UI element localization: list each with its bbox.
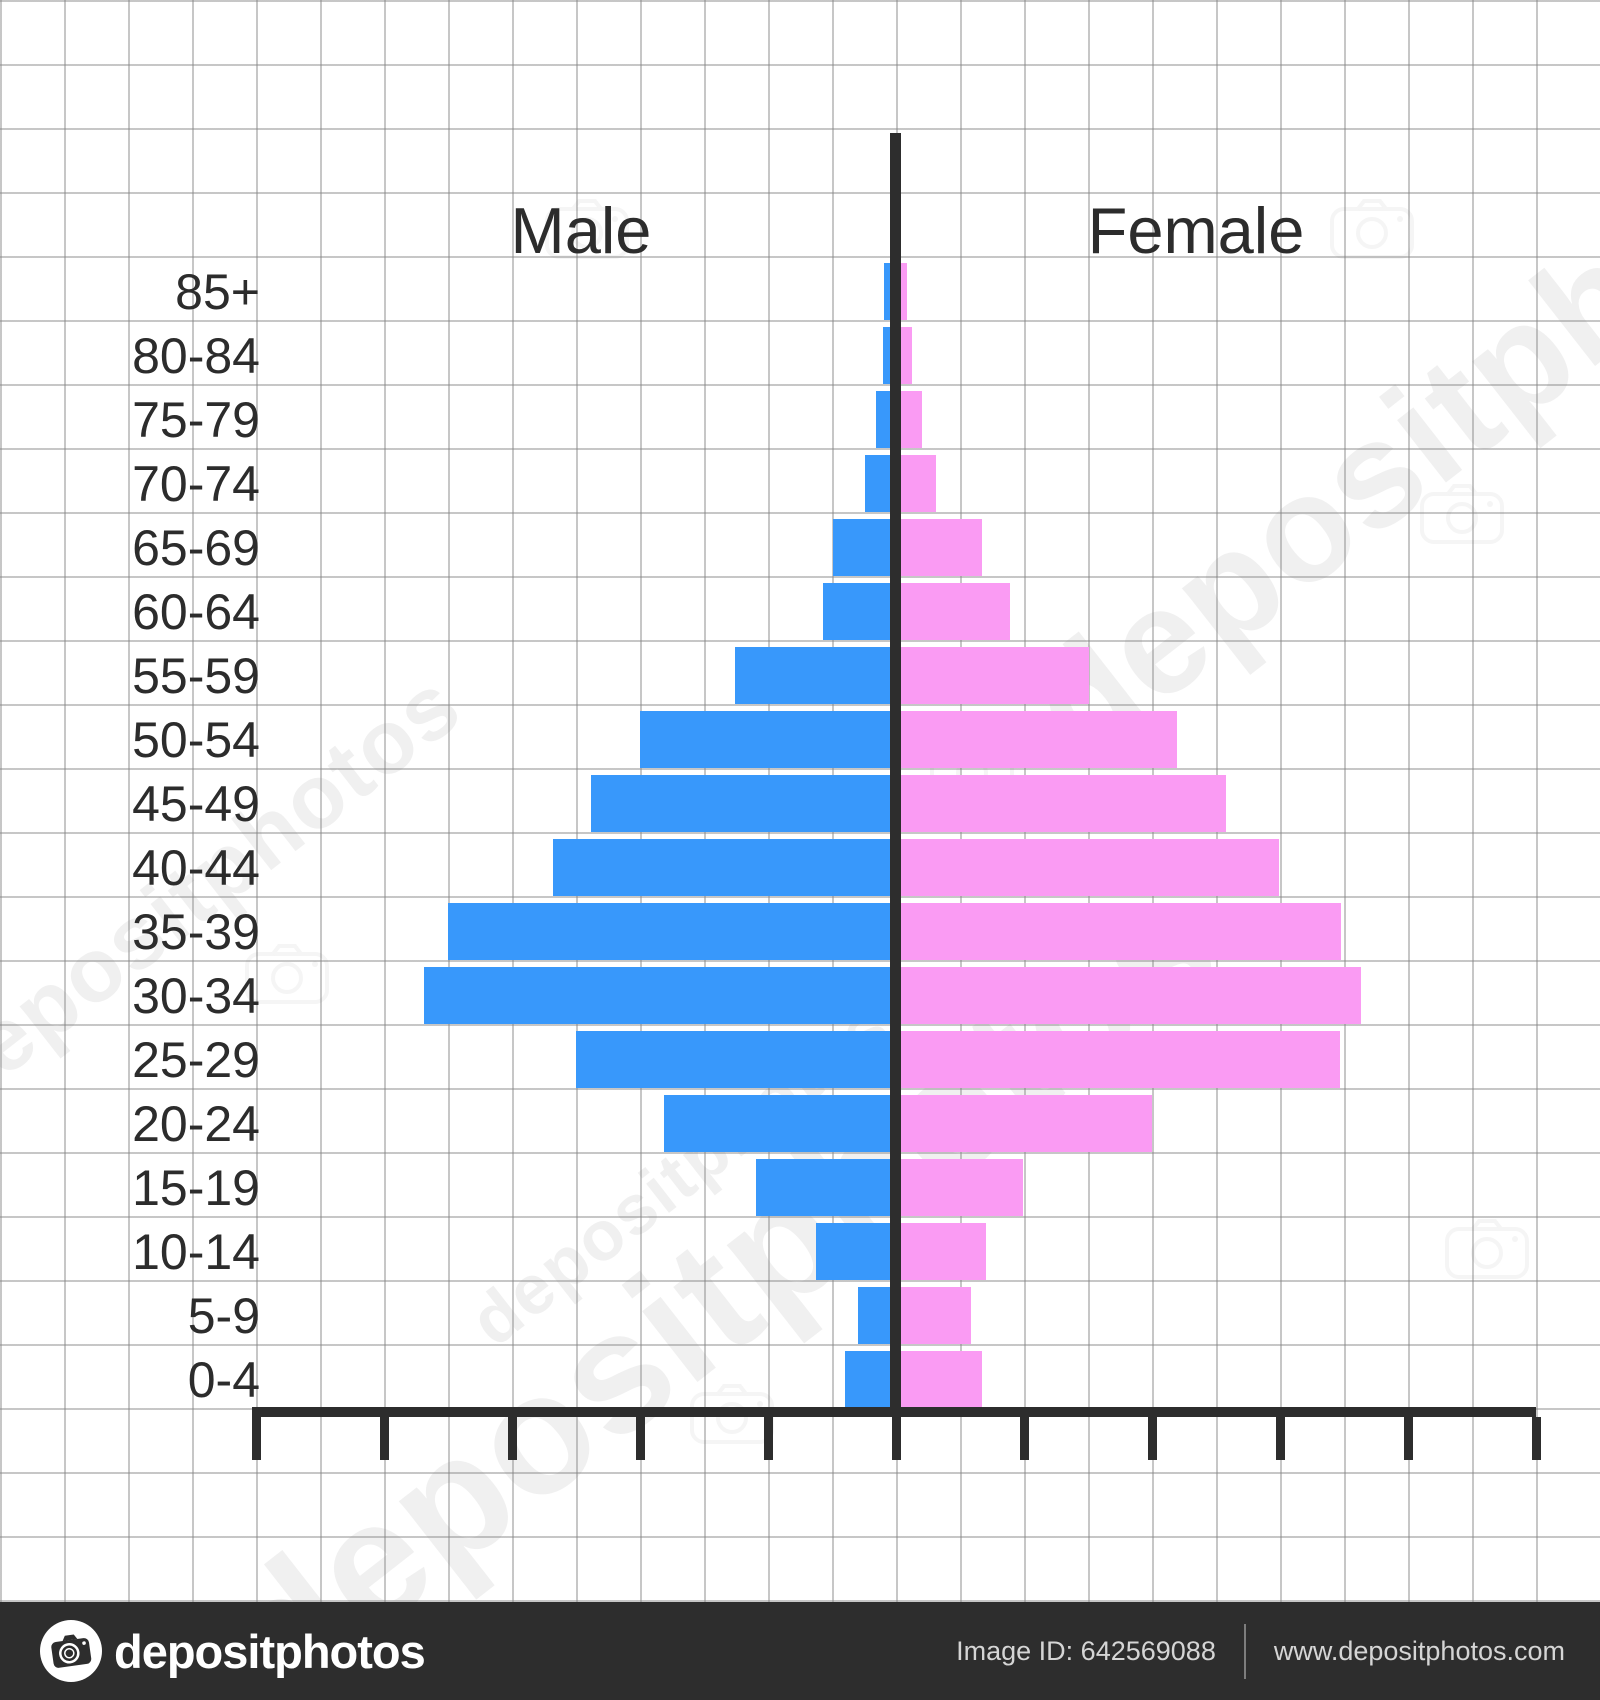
age-label-0-4: 0-4 [187,1351,260,1408]
x-axis-tick-3 [636,1417,645,1460]
watermark-camera-icon-6 [1445,1219,1529,1279]
age-label-40-44: 40-44 [132,839,260,896]
bar-female-40-44 [894,839,1279,896]
bar-male-30-34 [424,967,898,1024]
age-label-25-29: 25-29 [132,1031,260,1088]
bar-male-60-64 [823,583,898,640]
bar-male-20-24 [664,1095,898,1152]
age-label-70-74: 70-74 [132,455,260,512]
bar-male-65-69 [833,519,898,576]
bar-female-30-34 [894,967,1361,1024]
camera-logo-icon [40,1620,102,1682]
site-url-text: www.depositphotos.com [1273,1635,1565,1666]
x-axis-tick-5 [892,1417,901,1460]
age-label-80-84: 80-84 [132,327,260,384]
image-id-text: Image ID: 642569088 [956,1635,1216,1666]
bar-male-25-29 [576,1031,898,1088]
age-label-30-34: 30-34 [132,967,260,1024]
bottom-horizontal-axis [252,1407,1536,1417]
bar-male-55-59 [735,647,898,704]
female-side-title: Female [1087,194,1305,267]
watermark-camera-icon-1 [1330,199,1414,259]
age-label-45-49: 45-49 [132,775,260,832]
bar-female-65-69 [894,519,982,576]
bar-female-5-9 [894,1287,971,1344]
watermark-camera-icon-3 [245,944,329,1004]
age-label-85+: 85+ [175,263,260,320]
age-label-60-64: 60-64 [132,583,260,640]
age-label-10-14: 10-14 [132,1223,260,1280]
bar-female-35-39 [894,903,1341,960]
bar-male-45-49 [591,775,898,832]
bar-male-0-4 [845,1351,898,1408]
age-label-15-19: 15-19 [132,1159,260,1216]
bar-female-20-24 [894,1095,1152,1152]
x-axis-tick-7 [1148,1417,1157,1460]
footer-credits: Image ID: 642569088 www.depositphotos.co… [956,1623,1565,1679]
x-axis-tick-8 [1276,1417,1285,1460]
watermark-footer-bar: depositphotos Image ID: 642569088 www.de… [0,1602,1600,1700]
bar-female-15-19 [894,1159,1023,1216]
x-axis-tick-0 [252,1417,261,1460]
bar-female-50-54 [894,711,1177,768]
bar-female-60-64 [894,583,1010,640]
age-label-65-69: 65-69 [132,519,260,576]
male-side-title: Male [510,194,652,267]
bar-female-70-74 [894,455,936,512]
x-axis-tick-9 [1404,1417,1413,1460]
footer-divider [1243,1623,1246,1679]
x-axis-tick-10 [1532,1417,1541,1460]
watermark-camera-icon-4 [1420,484,1504,544]
age-label-35-39: 35-39 [132,903,260,960]
bar-female-55-59 [894,647,1089,704]
age-label-5-9: 5-9 [187,1287,260,1344]
bar-male-15-19 [756,1159,898,1216]
watermark-camera-icon-0 [545,199,629,259]
bar-female-25-29 [894,1031,1340,1088]
bar-male-10-14 [816,1223,898,1280]
age-label-55-59: 55-59 [132,647,260,704]
bar-male-50-54 [640,711,898,768]
age-label-20-24: 20-24 [132,1095,260,1152]
x-axis-tick-1 [380,1417,389,1460]
depositphotos-logo: depositphotos [40,1620,426,1682]
x-axis-tick-2 [508,1417,517,1460]
logo-wordmark: depositphotos [114,1624,426,1678]
x-axis-tick-4 [764,1417,773,1460]
bar-female-0-4 [894,1351,982,1408]
bar-female-45-49 [894,775,1226,832]
age-label-75-79: 75-79 [132,391,260,448]
center-vertical-axis [890,133,901,1417]
x-axis-tick-6 [1020,1417,1029,1460]
bar-male-40-44 [553,839,898,896]
age-label-50-54: 50-54 [132,711,260,768]
bar-female-10-14 [894,1223,986,1280]
bar-male-35-39 [448,903,898,960]
